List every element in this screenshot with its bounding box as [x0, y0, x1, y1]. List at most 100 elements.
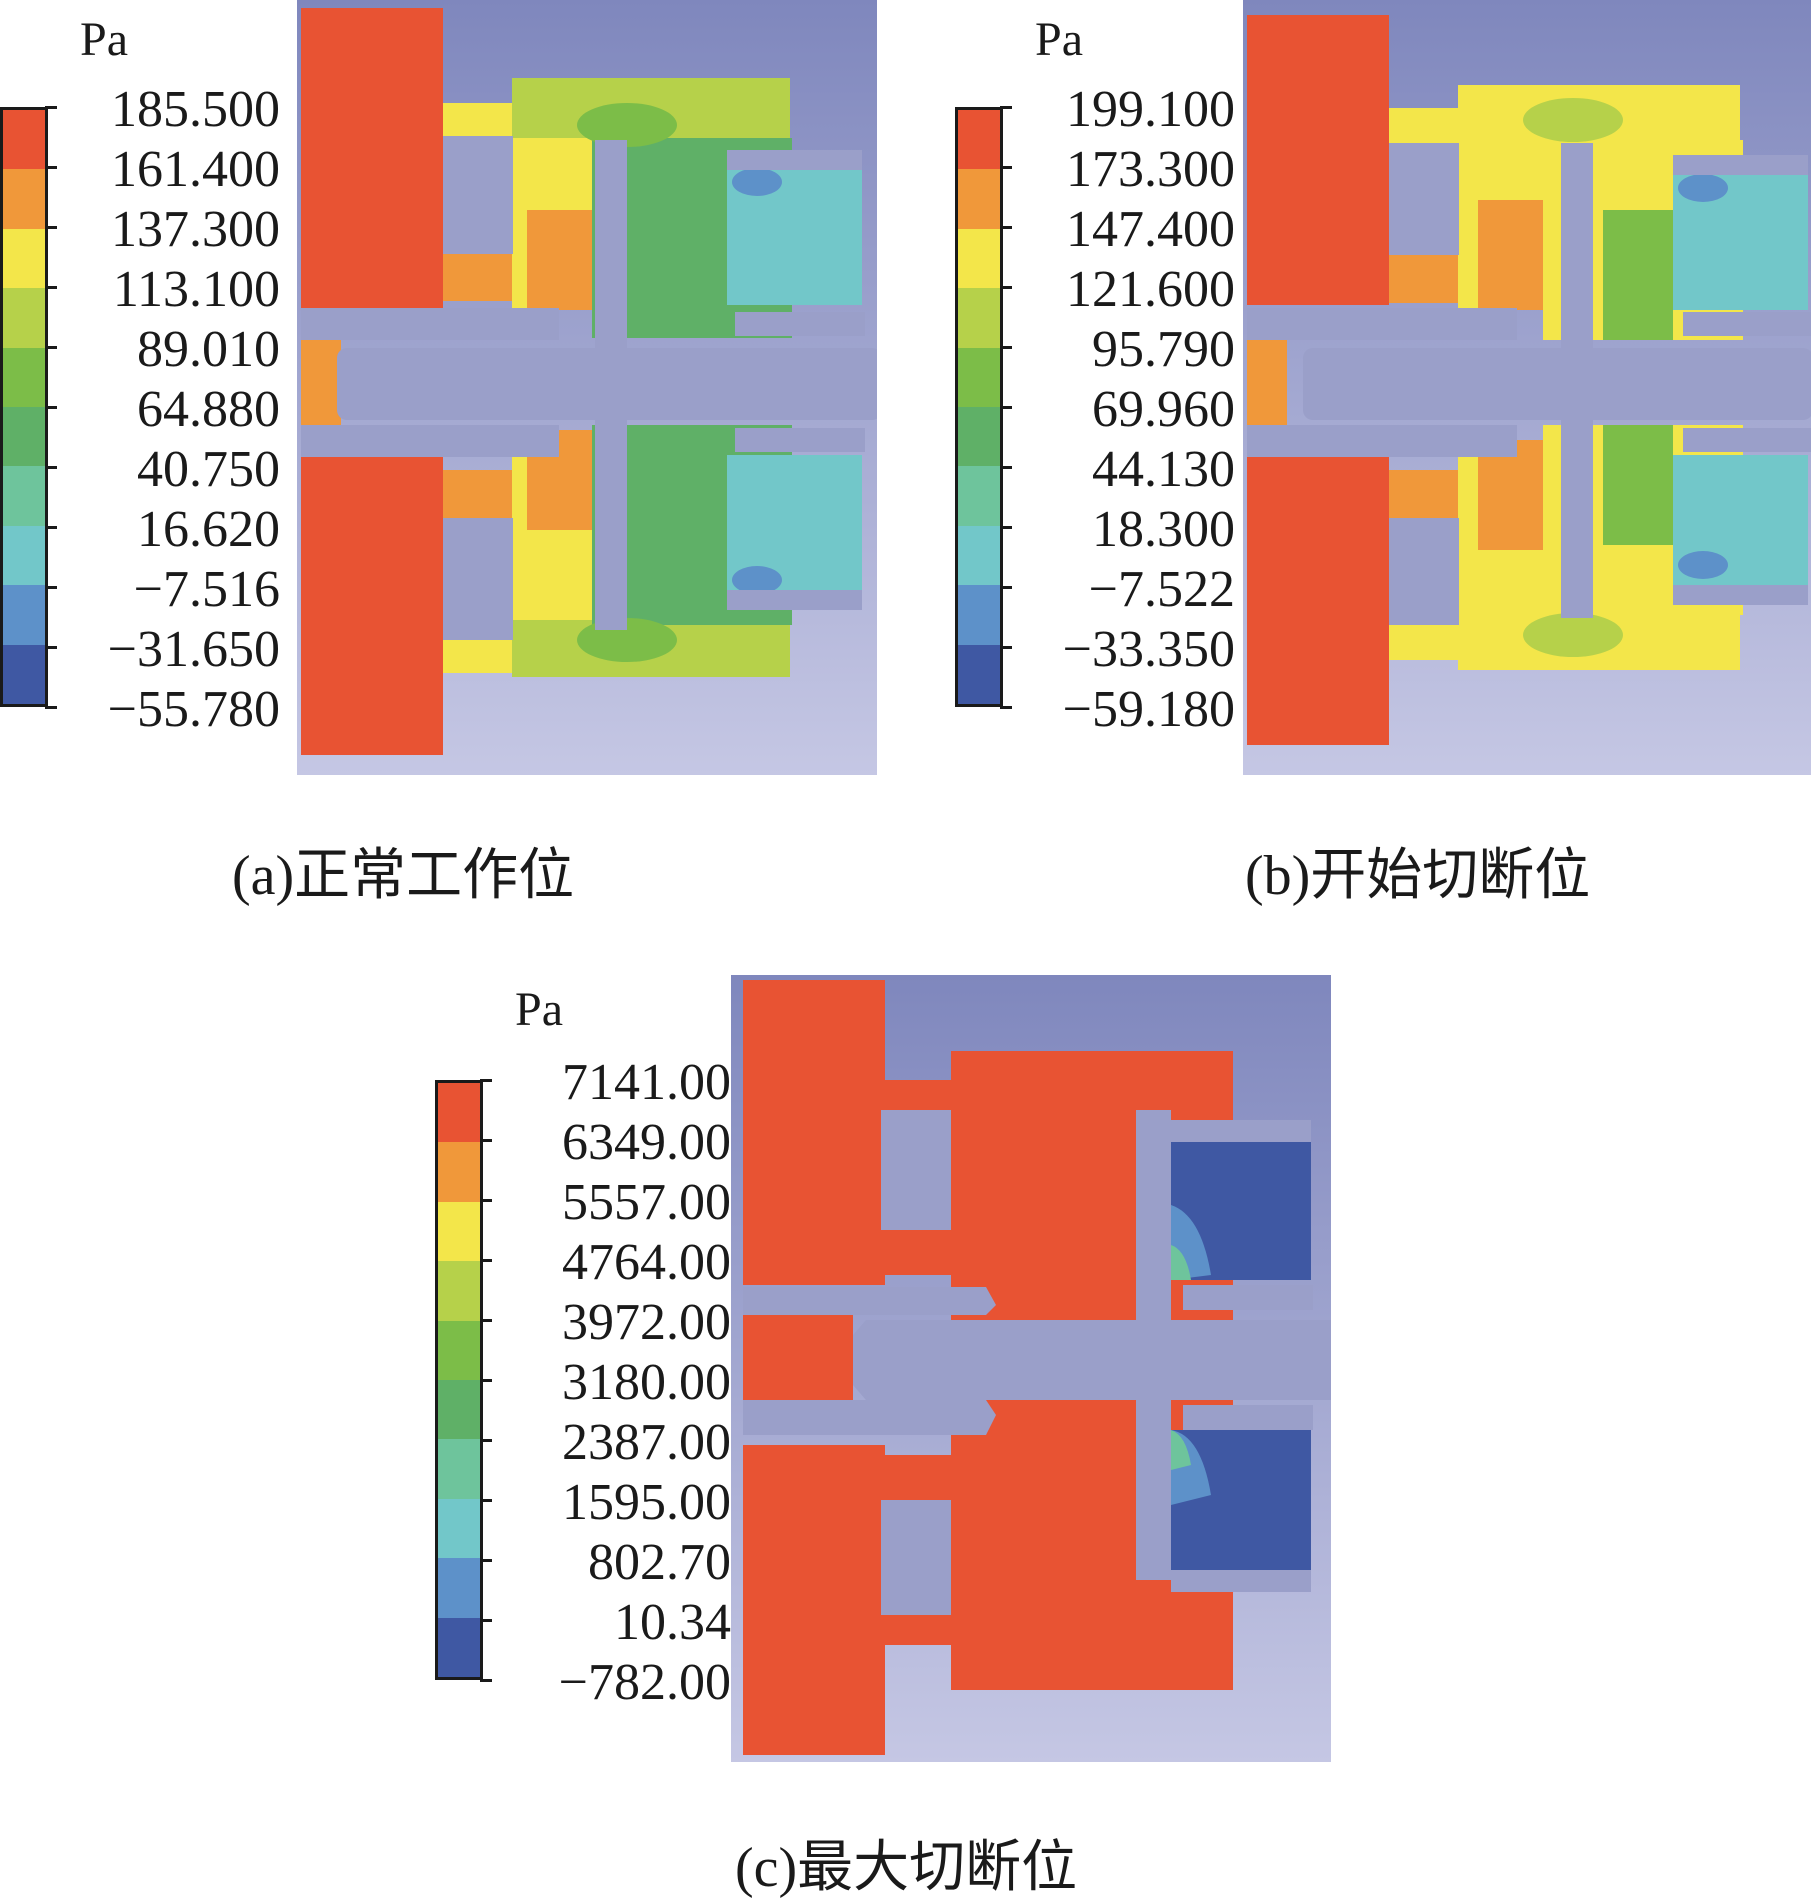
level-label: 64.880 — [137, 381, 280, 438]
level-label: 121.600 — [1066, 261, 1235, 318]
level-label: −31.650 — [107, 621, 280, 678]
colorbar-tick — [45, 286, 57, 289]
level-label: 7141.00 — [562, 1054, 731, 1111]
colorbar-tick — [480, 1139, 492, 1142]
colorbar-band — [958, 347, 1000, 407]
colorbar-tick — [480, 1319, 492, 1322]
colorbar-tick — [1000, 466, 1012, 469]
colorbar-band — [958, 644, 1000, 704]
colorbar-tick — [480, 1259, 492, 1262]
level-label: 95.790 — [1092, 321, 1235, 378]
level-label: −7.522 — [1088, 561, 1235, 618]
colorbar-tick — [1000, 706, 1012, 709]
colorbar-tick — [480, 1199, 492, 1202]
colorbar-tick — [480, 1619, 492, 1622]
level-label: 3972.00 — [562, 1294, 731, 1351]
colorbar-tick — [1000, 406, 1012, 409]
panel-b: Pa 199.100 173.300 147.400 121.600 95.79… — [955, 0, 1811, 907]
colorbar-tick — [45, 466, 57, 469]
level-label: 802.70 — [588, 1534, 731, 1591]
caption: (a)正常工作位 — [232, 845, 575, 907]
colorbar-tick — [480, 1379, 492, 1382]
colorbar-tick — [45, 346, 57, 349]
level-label: 5557.00 — [562, 1174, 731, 1231]
colorbar-band — [3, 585, 45, 645]
colorbar-unit: Pa — [80, 13, 128, 66]
caption: (b)开始切断位 — [1245, 845, 1591, 907]
colorbar-band — [438, 1142, 480, 1202]
panel-a: Pa 185.500 161.400 137.300 113.100 89.01… — [0, 0, 900, 907]
colorbar-tick — [45, 166, 57, 169]
colorbar-tick — [45, 226, 57, 229]
colorbar-band — [3, 228, 45, 289]
colorbar — [0, 107, 48, 707]
colorbar-band — [3, 525, 45, 586]
level-label: 4764.00 — [562, 1234, 731, 1291]
colorbar-tick — [1000, 526, 1012, 529]
pressure-contour-b — [1243, 0, 1811, 775]
colorbar-unit: Pa — [1035, 13, 1083, 66]
colorbar-tick — [45, 106, 57, 109]
colorbar-band — [3, 644, 45, 704]
colorbar-tick — [1000, 346, 1012, 349]
level-label: 40.750 — [137, 441, 280, 498]
level-label: 199.100 — [1066, 81, 1235, 138]
colorbar-tick — [45, 526, 57, 529]
colorbar-band — [438, 1379, 480, 1440]
colorbar-labels: 185.500 161.400 137.300 113.100 89.010 6… — [0, 80, 280, 740]
colorbar-tick — [45, 706, 57, 709]
level-label: 173.300 — [1066, 141, 1235, 198]
colorbar-band — [438, 1201, 480, 1262]
colorbar-band — [438, 1617, 480, 1677]
colorbar-tick — [1000, 286, 1012, 289]
level-label: 161.400 — [111, 141, 280, 198]
colorbar-tick — [45, 646, 57, 649]
colorbar-band — [438, 1320, 480, 1380]
colorbar-band — [958, 406, 1000, 467]
level-label: 147.400 — [1066, 201, 1235, 258]
colorbar-band — [958, 110, 1000, 170]
colorbar-band — [958, 466, 1000, 526]
colorbar-band — [438, 1083, 480, 1143]
level-label: 10.34 — [614, 1594, 731, 1651]
colorbar-labels: 199.100 173.300 147.400 121.600 95.790 6… — [955, 80, 1235, 740]
colorbar-band — [3, 406, 45, 467]
level-label: 2387.00 — [562, 1414, 731, 1471]
colorbar-band — [958, 228, 1000, 289]
level-label: −782.00 — [558, 1654, 731, 1711]
colorbar-band — [3, 110, 45, 170]
level-label: 16.620 — [137, 501, 280, 558]
colorbar-tick — [480, 1079, 492, 1082]
colorbar-band — [958, 525, 1000, 586]
level-label: −59.180 — [1062, 681, 1235, 738]
level-label: 185.500 — [111, 81, 280, 138]
colorbar-tick — [1000, 586, 1012, 589]
colorbar — [435, 1080, 483, 1680]
colorbar-band — [3, 169, 45, 229]
colorbar-tick — [45, 586, 57, 589]
level-label: 113.100 — [112, 261, 280, 318]
colorbar-tick — [1000, 646, 1012, 649]
colorbar-band — [438, 1261, 480, 1321]
level-label: −55.780 — [107, 681, 280, 738]
level-label: 6349.00 — [562, 1114, 731, 1171]
level-label: −33.350 — [1062, 621, 1235, 678]
colorbar-band — [958, 288, 1000, 348]
colorbar-band — [3, 347, 45, 407]
colorbar-tick — [45, 406, 57, 409]
level-label: 18.300 — [1092, 501, 1235, 558]
colorbar-tick — [1000, 106, 1012, 109]
colorbar-tick — [480, 1439, 492, 1442]
pressure-contour-c — [731, 975, 1331, 1762]
pressure-contour-a — [297, 0, 877, 775]
level-label: −7.516 — [133, 561, 280, 618]
colorbar-band — [3, 288, 45, 348]
colorbar-tick — [480, 1499, 492, 1502]
panel-c: Pa 7141.00 6349.00 5557.00 4764.00 3972.… — [435, 975, 1335, 1899]
caption: (c)最大切断位 — [735, 1837, 1078, 1899]
colorbar-unit: Pa — [515, 983, 563, 1036]
colorbar-band — [438, 1558, 480, 1618]
level-label: 1595.00 — [562, 1474, 731, 1531]
level-label: 3180.00 — [562, 1354, 731, 1411]
level-label: 44.130 — [1092, 441, 1235, 498]
